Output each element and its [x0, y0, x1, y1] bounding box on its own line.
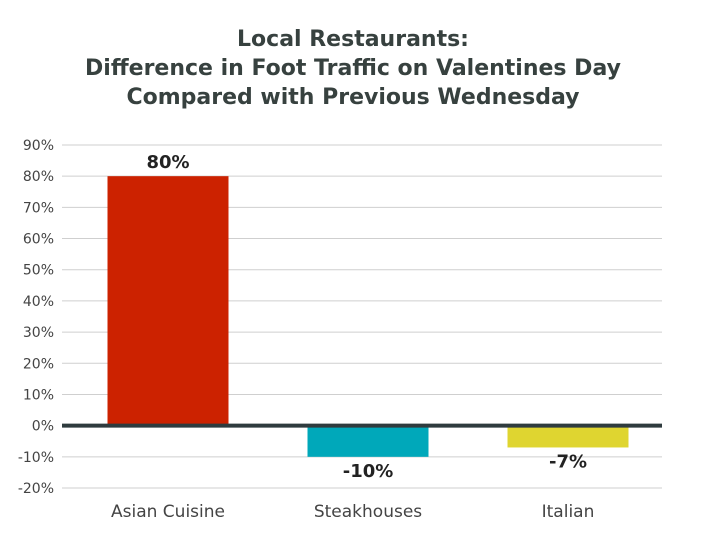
y-tick-label: 80%	[23, 169, 54, 185]
y-tick-label: 20%	[23, 356, 54, 372]
bar	[307, 425, 429, 457]
y-axis-tick-labels: 90% 80% 70% 60% 50% 40% 30% 20% 10% 0% -10% -20%	[18, 138, 54, 497]
bar-data-label: -10%	[343, 461, 394, 482]
bar-data-label: 80%	[146, 152, 189, 173]
data-labels: 80% -10% -7%	[146, 152, 587, 482]
y-tick-label: 50%	[23, 263, 54, 279]
y-tick-label: 40%	[23, 294, 54, 310]
y-tick-label: 90%	[23, 138, 54, 154]
chart-title: Local Restaurants: Difference in Foot Tr…	[85, 27, 621, 110]
chart-title-line-1: Local Restaurants:	[237, 27, 469, 52]
y-tick-label: 10%	[23, 387, 54, 403]
y-tick-label: -20%	[18, 481, 54, 497]
y-tick-label: -10%	[18, 450, 54, 466]
bars	[107, 176, 629, 457]
x-axis-category-labels: Asian Cuisine Steakhouses Italian	[111, 502, 594, 522]
x-category-label: Italian	[542, 502, 595, 522]
bar	[507, 425, 629, 448]
chart-title-line-3: Compared with Previous Wednesday	[126, 85, 579, 110]
y-tick-label: 0%	[32, 419, 54, 435]
x-category-label: Steakhouses	[314, 502, 422, 522]
bar-data-label: -7%	[549, 451, 587, 472]
y-tick-label: 30%	[23, 325, 54, 341]
x-category-label: Asian Cuisine	[111, 502, 225, 522]
y-tick-label: 60%	[23, 232, 54, 248]
bar	[107, 176, 229, 426]
chart-title-line-2: Difference in Foot Traffic on Valentines…	[85, 56, 621, 81]
y-tick-label: 70%	[23, 200, 54, 216]
